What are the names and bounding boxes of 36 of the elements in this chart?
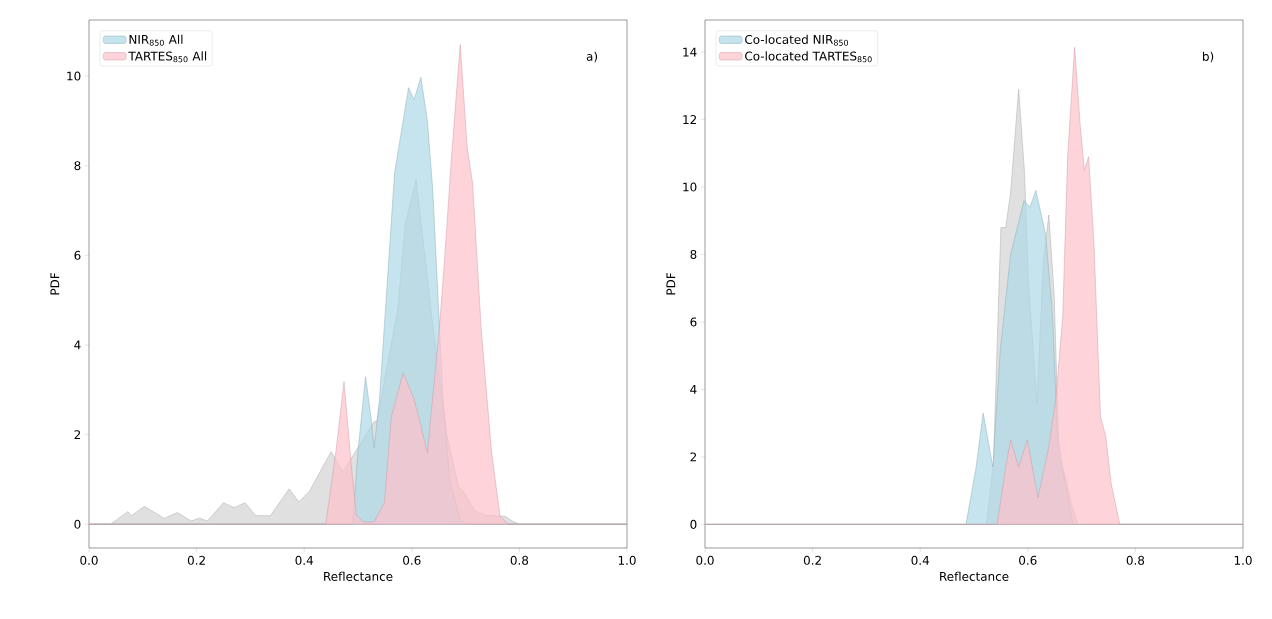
y-tick-label: 14 <box>683 47 697 57</box>
x-tick-label: 0.6 <box>1019 555 1037 565</box>
x-tick-label: 0.8 <box>510 555 529 565</box>
x-tick-label: 1.0 <box>1234 555 1252 565</box>
y-tick-label: 0 <box>690 519 697 529</box>
x-axis-title: Reflectance <box>324 571 393 581</box>
legend-label: NIR$_{850}$ All <box>129 34 183 46</box>
y-tick-label: 10 <box>67 71 81 81</box>
y-tick-label: 6 <box>690 317 697 327</box>
x-tick-label: 0.0 <box>696 555 714 565</box>
y-tick-label: 12 <box>683 115 697 124</box>
y-tick-label: 8 <box>690 249 697 259</box>
x-axis-title: Reflectance <box>940 571 1009 581</box>
x-tick-label: 0.4 <box>295 555 314 565</box>
y-tick-label: 10 <box>683 182 697 192</box>
y-tick-label: 0 <box>74 519 81 529</box>
annotation: b) <box>1202 51 1214 63</box>
y-tick-label: 2 <box>74 430 81 440</box>
x-tick-label: 0.0 <box>80 555 98 565</box>
legend-label: Co-located NIR$_{850}$ <box>745 34 849 46</box>
y-tick-label: 2 <box>690 452 697 462</box>
y-tick-label: 8 <box>74 161 81 171</box>
x-tick-label: 0.2 <box>803 555 821 565</box>
x-tick-label: 1.0 <box>618 555 636 565</box>
x-tick-label: 0.4 <box>911 555 930 565</box>
y-tick-label: 4 <box>74 340 81 350</box>
annotation: a) <box>586 51 598 63</box>
x-tick-label: 0.6 <box>403 555 421 565</box>
y-axis-title: PDF <box>666 273 676 295</box>
x-tick-label: 0.8 <box>1126 555 1145 565</box>
x-tick-label: 0.2 <box>187 555 205 565</box>
y-axis-title: PDF <box>50 273 60 295</box>
legend-label: TARTES$_{850}$ All <box>128 51 207 63</box>
y-tick-label: 4 <box>690 385 697 394</box>
y-tick-label: 6 <box>74 250 81 260</box>
legend-label: Co-located TARTES$_{850}$ <box>745 51 872 63</box>
